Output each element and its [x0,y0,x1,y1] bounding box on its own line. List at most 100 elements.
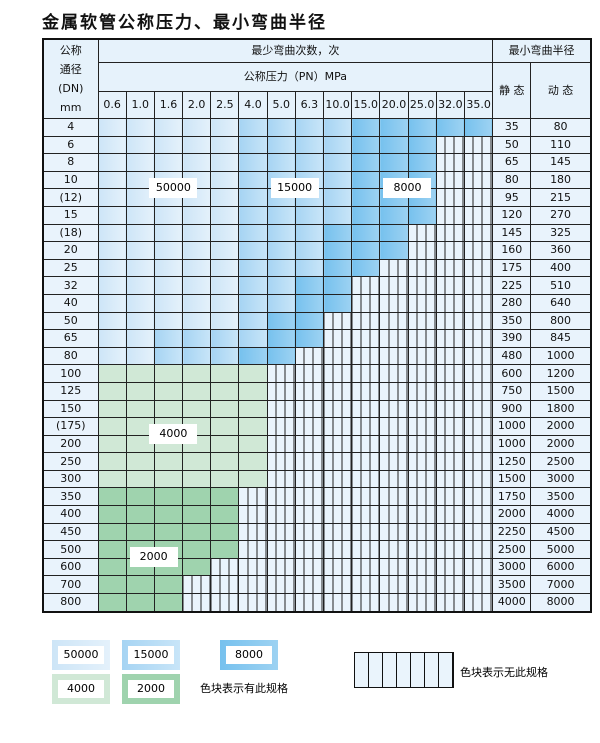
dn-header-line: mm [60,101,82,114]
no-spec-cell [435,241,465,260]
spec-cell [125,153,155,172]
dn-cell: 20 [42,241,99,260]
spec-cell [97,205,127,225]
spec-cell [322,223,353,243]
static-radius-cell: 600 [492,364,532,383]
no-spec-cell [407,381,437,401]
spec-cell [97,135,127,155]
spec-cell [97,417,127,436]
spec-cell [182,505,212,524]
table-row: 25 175 400 [42,258,592,278]
no-spec-cell [379,452,409,471]
static-radius-cell: 280 [492,293,532,313]
no-spec-cell [351,417,381,436]
static-radius-cell: 480 [492,346,532,366]
no-spec-cell [351,452,381,471]
spec-cell [153,293,184,313]
no-spec-cell [379,557,409,577]
dn-cell: 10 [42,170,99,190]
spec-cell [153,505,184,524]
legend-label: 2000 [128,680,174,698]
static-radius-cell: 50 [492,135,532,155]
pressure-col-header: 10.0 [322,91,353,119]
no-spec-cell [407,505,437,524]
spec-cell [379,135,409,155]
spec-cell [238,381,268,401]
spec-cell [125,452,155,471]
no-spec-cell [463,417,494,436]
dynamic-header: 动 态 [530,62,592,119]
spec-cell [182,557,212,577]
dn-cell: 6 [42,135,99,155]
spec-cell [379,241,409,260]
no-spec-cell [407,276,437,295]
no-spec-cell [294,417,325,436]
no-spec-cell [266,469,296,489]
spec-cell [153,241,184,260]
spec-cell [182,469,212,489]
spec-cell [153,522,184,542]
spec-cell [210,258,240,278]
no-spec-cell [435,170,465,190]
spec-cell [153,364,184,383]
no-spec-cell [322,505,353,524]
dynamic-radius-cell: 1000 [530,346,592,366]
pressure-col-header: 4.0 [238,91,268,119]
spec-cell [182,364,212,383]
no-spec-cell [351,557,381,577]
block-label-2000: 2000 [129,547,178,567]
pressure-header: 公称压力（PN）MPa [97,62,494,92]
no-spec-cell [463,329,494,348]
spec-cell [238,399,268,419]
spec-cell [97,276,127,295]
no-spec-cell [407,434,437,454]
no-spec-cell [407,417,437,436]
no-spec-cell [463,399,494,419]
dn-cell: 8 [42,153,99,172]
static-radius-cell: 3500 [492,575,532,595]
no-spec-cell [322,557,353,577]
no-spec-cell [435,575,465,595]
static-radius-cell: 120 [492,205,532,225]
spec-cell [210,522,240,542]
dn-cell: 300 [42,469,99,489]
no-spec-cell [322,364,353,383]
spec-cell [125,522,155,542]
no-spec-cell [379,487,409,507]
no-spec-cell [463,276,494,295]
no-spec-cell [294,557,325,577]
dynamic-radius-cell: 215 [530,188,592,207]
spec-cell [407,153,437,172]
no-spec-cell [435,487,465,507]
dynamic-radius-cell: 2500 [530,452,592,471]
spec-cell [210,364,240,383]
spec-cell [322,241,353,260]
dynamic-radius-cell: 4000 [530,505,592,524]
spec-cell [351,188,381,207]
dynamic-radius-cell: 4500 [530,522,592,542]
no-spec-cell [435,434,465,454]
spec-cell [238,434,268,454]
spec-cell [153,205,184,225]
table-row: 8 65 145 [42,153,592,172]
no-spec-cell [322,399,353,419]
no-spec-cell [463,188,494,207]
no-spec-cell [294,522,325,542]
spec-cell [238,364,268,383]
no-spec-cell [238,522,268,542]
spec-cell [125,434,155,454]
spec-cell [153,118,184,137]
dn-cell: (12) [42,188,99,207]
no-spec-cell [407,452,437,471]
dn-cell: 50 [42,311,99,331]
spec-cell [97,311,127,331]
no-spec-cell [435,364,465,383]
spec-cell [238,118,268,137]
no-spec-cell [294,487,325,507]
dynamic-radius-cell: 325 [530,223,592,243]
dynamic-radius-cell: 1500 [530,381,592,401]
dn-cell: 600 [42,557,99,577]
dn-cell: 65 [42,329,99,348]
table-row: 700 3500 7000 [42,575,592,595]
spec-cell [294,276,325,295]
